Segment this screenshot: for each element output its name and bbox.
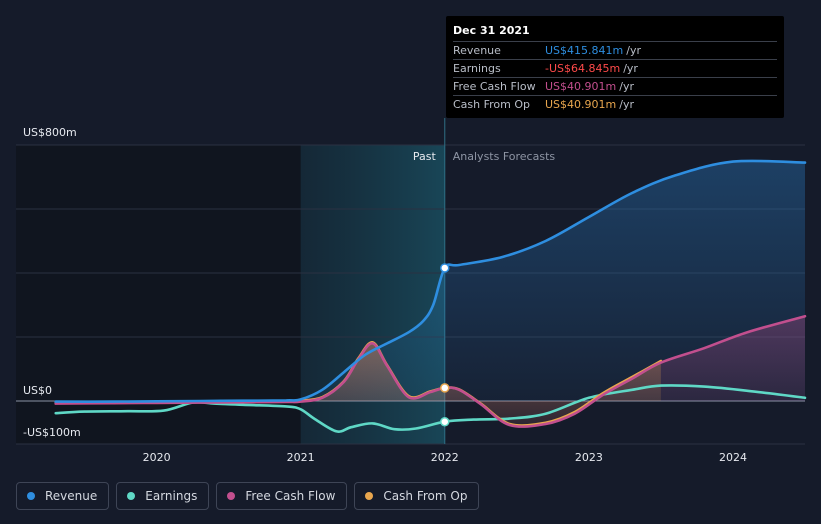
legend-dot-icon [227, 492, 236, 500]
x-tick-label: 2020 [143, 451, 171, 464]
legend-label: Free Cash Flow [245, 489, 336, 503]
tooltip-value: US$415.841m [545, 44, 624, 57]
forecast-label: Analysts Forecasts [453, 150, 556, 163]
x-tick-label: 2022 [431, 451, 459, 464]
legend: Revenue Earnings Free Cash Flow Cash Fro… [16, 482, 480, 510]
legend-item-earnings[interactable]: Earnings [116, 482, 210, 510]
legend-dot-icon [127, 492, 136, 500]
tooltip-unit: /yr [626, 44, 641, 57]
x-tick-label: 2021 [287, 451, 315, 464]
legend-item-cash-from-op[interactable]: Cash From Op [354, 482, 480, 510]
tooltip-row-free-cash-flow: Free Cash Flow US$40.901m /yr [453, 77, 777, 95]
tooltip: Dec 31 2021 Revenue US$415.841m /yr Earn… [446, 16, 784, 118]
tooltip-row-revenue: Revenue US$415.841m /yr [453, 41, 777, 59]
tooltip-value: US$40.901m [545, 80, 617, 93]
tooltip-date: Dec 31 2021 [453, 24, 530, 37]
legend-item-free-cash-flow[interactable]: Free Cash Flow [216, 482, 348, 510]
marker-earnings [440, 416, 450, 427]
tooltip-value: US$40.901m [545, 98, 617, 111]
legend-label: Revenue [45, 489, 98, 503]
past-label: Past [413, 150, 437, 163]
tooltip-unit: /yr [623, 62, 638, 75]
tooltip-label: Earnings [453, 62, 501, 75]
series-area-cash-from-op [55, 342, 661, 426]
tooltip-unit: /yr [619, 80, 634, 93]
tooltip-label: Cash From Op [453, 98, 531, 111]
marker-revenue [440, 263, 450, 273]
legend-dot-icon [365, 492, 374, 500]
legend-dot-icon [27, 492, 35, 500]
legend-label: Cash From Op [383, 489, 468, 503]
tooltip-value: -US$64.845m [545, 62, 621, 75]
x-tick-label: 2024 [719, 451, 747, 464]
past-region [16, 145, 301, 444]
marker-cash-from-op [440, 383, 450, 393]
y-tick-label: US$800m [23, 126, 77, 139]
tooltip-row-earnings: Earnings -US$64.845m /yr [453, 59, 777, 77]
legend-label: Earnings [145, 489, 198, 503]
tooltip-unit: /yr [619, 98, 634, 111]
series-area-revenue [55, 160, 805, 402]
tooltip-label: Revenue [453, 44, 501, 57]
tooltip-row-cash-from-op: Cash From Op US$40.901m /yr [453, 95, 777, 113]
y-tick-label: US$0 [23, 384, 52, 397]
y-tick-label: -US$100m [23, 426, 81, 439]
x-tick-label: 2023 [575, 451, 603, 464]
legend-item-revenue[interactable]: Revenue [16, 482, 110, 510]
series-line-revenue [54, 159, 807, 403]
tooltip-label: Free Cash Flow [453, 80, 536, 93]
series-line-free-cash-flow [54, 314, 807, 428]
